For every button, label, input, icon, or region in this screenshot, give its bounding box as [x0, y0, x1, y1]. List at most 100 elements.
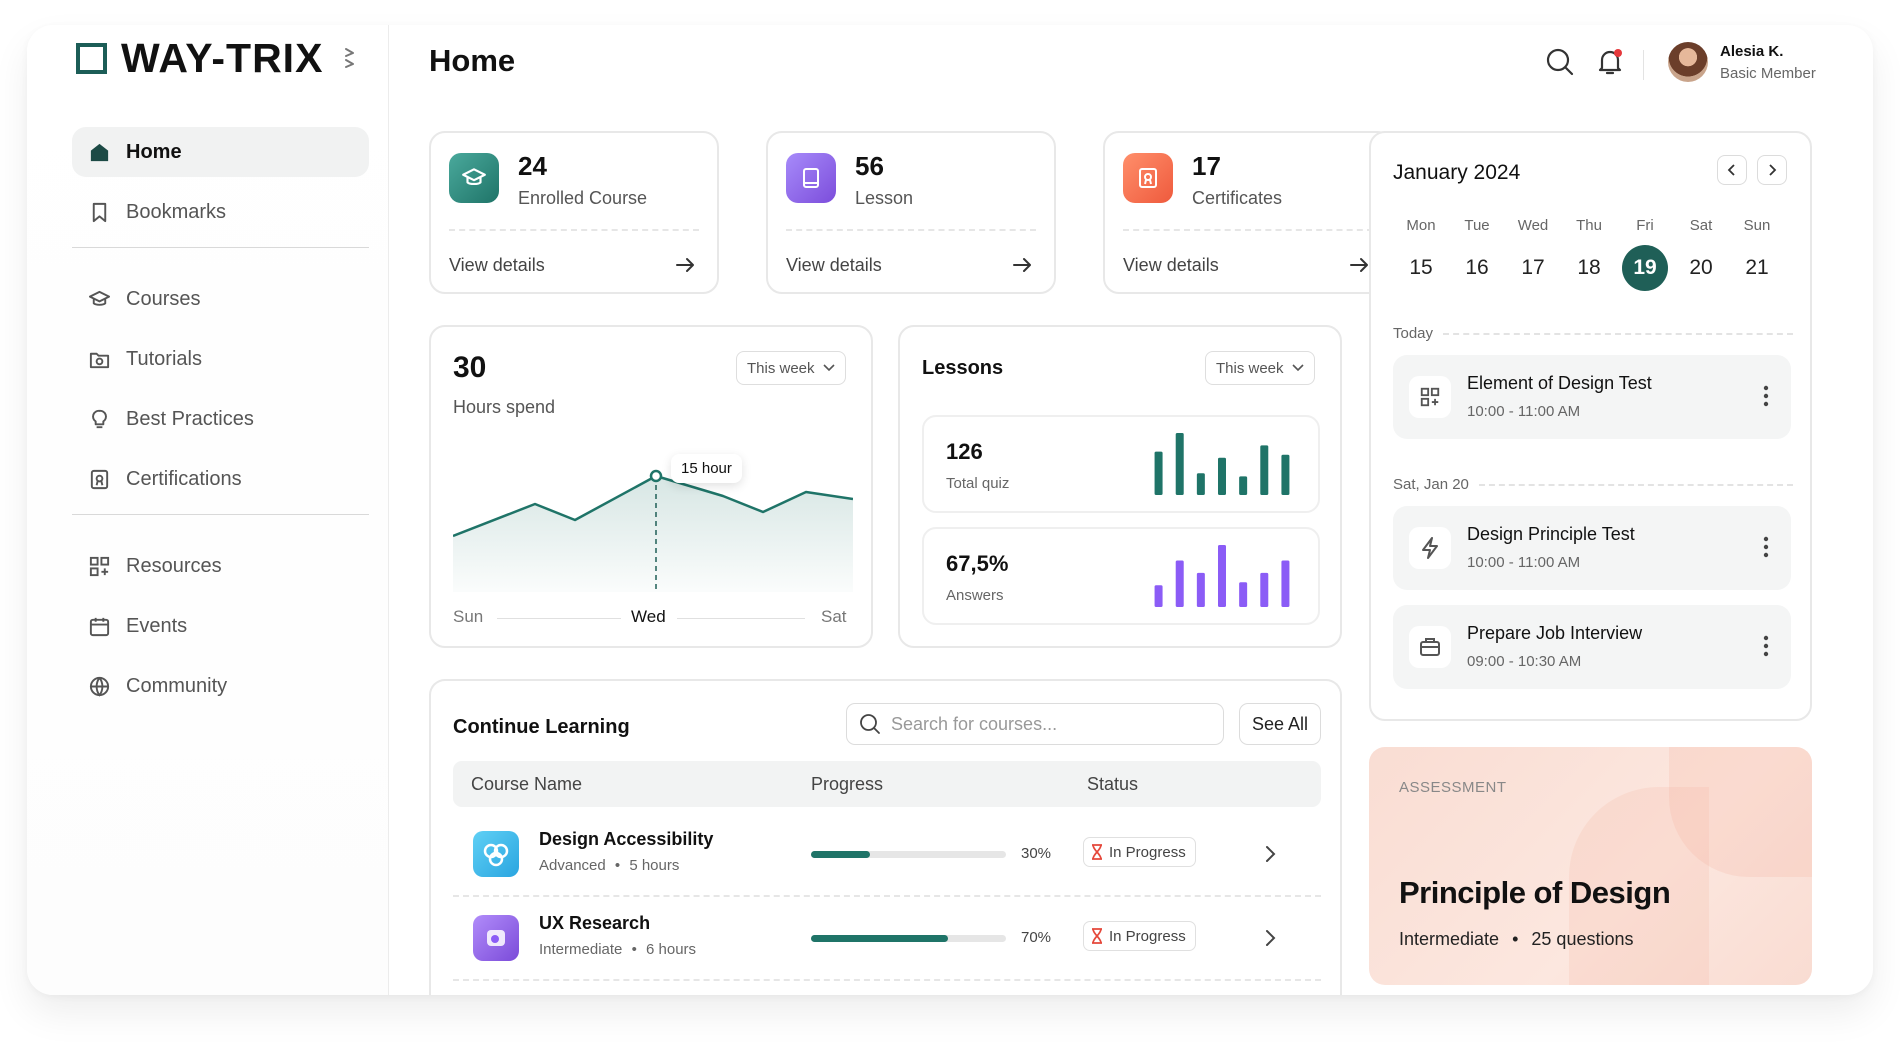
quiz-value: 126 [946, 439, 983, 464]
answers-label: Answers [946, 587, 1004, 604]
answers-stat: 67,5% Answers [922, 527, 1320, 625]
weekday-label: Sun [1743, 217, 1771, 234]
grid-plus-icon [89, 556, 110, 576]
bar [1260, 445, 1269, 495]
table-row[interactable]: Design Accessibility Advanced • 5 hours … [453, 813, 1321, 897]
course-duration: 5 hours [629, 857, 680, 874]
sidebar-item-home[interactable]: Home [72, 127, 369, 177]
next-month-button[interactable] [1757, 155, 1787, 185]
arrow-right-icon[interactable] [1349, 257, 1369, 273]
status-text: In Progress [1109, 843, 1186, 861]
period-dropdown[interactable]: This week [736, 351, 846, 385]
section-label-date: Sat, Jan 20 [1393, 476, 1793, 493]
bar [1239, 476, 1248, 495]
hourglass-icon [1092, 844, 1102, 860]
graduation-cap-icon [88, 290, 111, 306]
view-details-link[interactable]: View details [1123, 255, 1219, 275]
grid-plus-icon [1409, 376, 1451, 418]
bar [1218, 545, 1226, 607]
weekday-label: Sat [1689, 217, 1713, 234]
event-item[interactable]: Design Principle Test 10:00 - 11:00 AM [1393, 506, 1791, 590]
brand-name: WAY-TRIX [121, 35, 324, 81]
calendar-day-selected[interactable]: Fri 19 [1622, 217, 1668, 291]
calendar-day[interactable]: Sun 21 [1734, 217, 1780, 291]
sidebar-item-community[interactable]: Community [72, 661, 369, 711]
collapse-sidebar-icon[interactable] [343, 45, 357, 71]
sidebar-item-bookmarks[interactable]: Bookmarks [72, 187, 369, 237]
stat-value: 56 [855, 151, 884, 181]
calendar-day[interactable]: Thu 18 [1566, 217, 1612, 291]
logo-mark [76, 43, 107, 74]
sidebar-item-resources[interactable]: Resources [72, 541, 369, 591]
arrow-right-icon[interactable] [675, 257, 695, 273]
calendar-day[interactable]: Tue 16 [1454, 217, 1500, 291]
view-details-link[interactable]: View details [786, 255, 882, 275]
more-vertical-icon[interactable] [1763, 536, 1769, 558]
sidebar-item-label: Home [126, 140, 182, 163]
quiz-bar-chart [1154, 433, 1290, 495]
sidebar-item-tutorials[interactable]: Tutorials [72, 334, 369, 384]
column-header[interactable]: Status [1087, 774, 1139, 794]
chart-tooltip: 15 hour [671, 454, 742, 483]
column-header[interactable]: Progress [811, 774, 884, 794]
stat-label: Certificates [1192, 188, 1283, 208]
avatar[interactable] [1668, 42, 1708, 82]
course-search-field[interactable]: Search for courses... [846, 703, 1224, 745]
arrow-right-icon[interactable] [1012, 257, 1032, 273]
chevron-right-icon[interactable] [1263, 845, 1277, 863]
progress-fill [811, 851, 870, 858]
calendar-day[interactable]: Wed 17 [1510, 217, 1556, 291]
assessment-card[interactable]: ASSESSMENT Principle of Design Intermedi… [1369, 747, 1812, 985]
period-dropdown[interactable]: This week [1205, 351, 1315, 385]
stat-value: 17 [1192, 151, 1221, 181]
bar [1218, 457, 1226, 495]
bar [1196, 473, 1205, 495]
day-number: 18 [1577, 256, 1601, 279]
answers-value: 67,5% [946, 551, 1009, 576]
more-vertical-icon[interactable] [1763, 385, 1769, 407]
event-item[interactable]: Element of Design Test 10:00 - 11:00 AM [1393, 355, 1791, 439]
column-header[interactable]: Course Name [471, 774, 583, 794]
see-all-button[interactable]: See All [1239, 703, 1321, 745]
sidebar-item-label: Community [126, 674, 228, 697]
sidebar-item-label: Events [126, 614, 188, 637]
sidebar-item-courses[interactable]: Courses [72, 274, 369, 324]
nav-divider [72, 514, 369, 515]
lightbulb-icon [92, 409, 107, 428]
answers-bar-chart [1154, 545, 1290, 607]
calendar-day[interactable]: Mon 15 [1398, 217, 1444, 291]
section-label-text: Sat, Jan 20 [1393, 476, 1469, 493]
decorative-shape [1569, 787, 1709, 985]
section-title: Continue Learning [453, 716, 630, 738]
course-meta: Intermediate • 6 hours [539, 941, 697, 958]
stat-label: Lesson [855, 188, 914, 208]
bar [1175, 433, 1184, 495]
course-level: Intermediate [539, 941, 623, 958]
sidebar-item-certifications[interactable]: Certifications [72, 454, 369, 504]
chevron-left-icon [1727, 164, 1735, 176]
more-vertical-icon[interactable] [1763, 635, 1769, 657]
calendar-day[interactable]: Sat 20 [1678, 217, 1724, 291]
notification-bell-icon[interactable] [1595, 47, 1625, 77]
prev-month-button[interactable] [1717, 155, 1747, 185]
search-icon[interactable] [1545, 47, 1575, 77]
view-details-link[interactable]: View details [449, 255, 545, 275]
stat-card-enrolled: 24 Enrolled Course View details [429, 131, 719, 294]
day-number: 19 [1622, 245, 1668, 291]
assessment-tag: ASSESSMENT [1399, 779, 1507, 796]
assessment-meta: Intermediate • 25 questions [1399, 929, 1634, 949]
continue-learning-card: Continue Learning Search for courses... … [429, 679, 1342, 995]
day-number: 15 [1409, 256, 1433, 279]
event-time: 10:00 - 11:00 AM [1467, 554, 1581, 571]
logo[interactable]: WAY-TRIX [76, 35, 323, 82]
table-row[interactable]: UX Research Intermediate • 6 hours 70% I… [453, 897, 1321, 981]
divider [1123, 229, 1373, 231]
globe-icon [89, 676, 110, 697]
sidebar-item-best-practices[interactable]: Best Practices [72, 394, 369, 444]
chevron-right-icon[interactable] [1263, 929, 1277, 947]
chart-line [453, 474, 853, 538]
event-item[interactable]: Prepare Job Interview 09:00 - 10:30 AM [1393, 605, 1791, 689]
event-time: 10:00 - 11:00 AM [1467, 403, 1581, 420]
chevron-right-icon [1769, 164, 1777, 176]
sidebar-item-events[interactable]: Events [72, 601, 369, 651]
